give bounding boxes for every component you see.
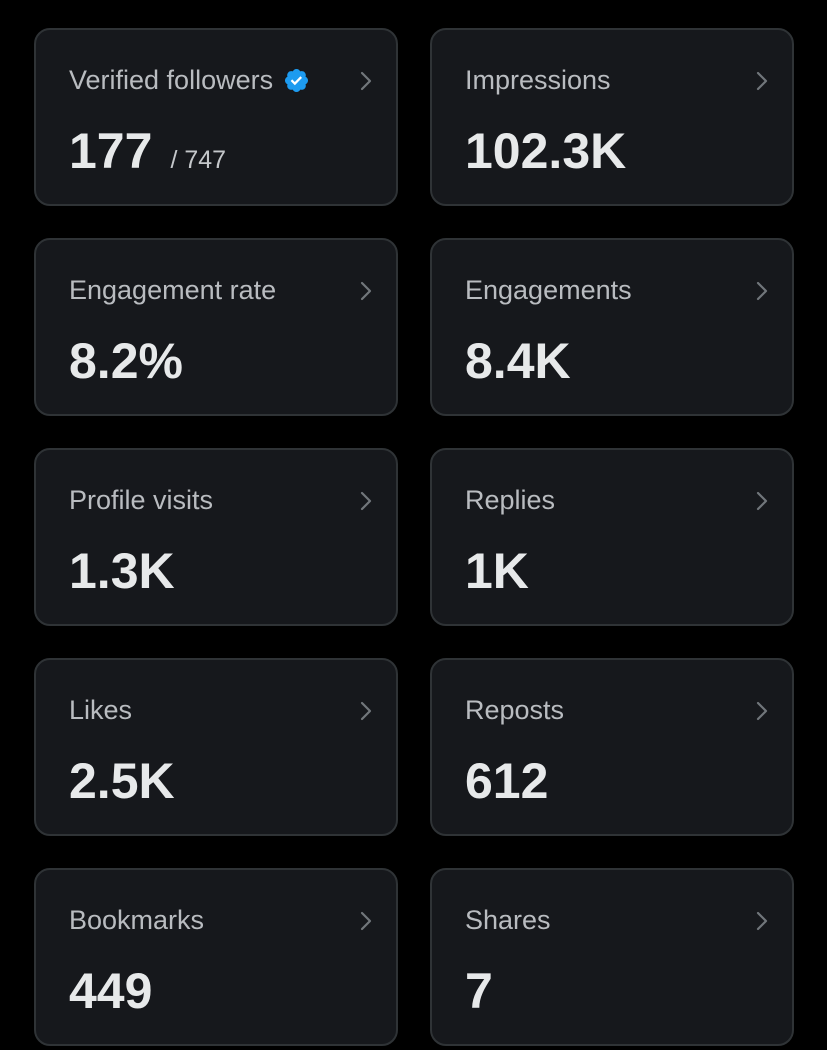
metric-value-total: / 747 [170,146,227,174]
metric-value-number: 2.5K [69,753,175,809]
chevron-right-icon [756,71,768,91]
metric-label: Engagements [465,275,632,305]
metric-title: Impressions [465,64,611,96]
metric-label: Shares [465,905,551,935]
metric-title: Likes [69,694,132,726]
metric-value: 612 [465,753,548,809]
metric-title: Profile visits [69,484,213,516]
metric-title: Bookmarks [69,904,204,936]
metric-card-reposts[interactable]: Reposts 612 [430,658,794,836]
metric-value-number: 612 [465,753,549,809]
metric-label: Verified followers [69,65,274,95]
metric-card-engagements[interactable]: Engagements 8.4K [430,238,794,416]
chevron-right-icon [756,701,768,721]
chevron-right-icon [360,71,372,91]
metric-title: Verified followers [69,64,310,96]
metric-value-number: 449 [69,963,153,1019]
metric-value: 177 / 747 [69,123,226,188]
metric-label: Replies [465,485,556,515]
metric-value-number: 1K [465,543,529,599]
metric-label: Bookmarks [69,905,205,935]
metric-value: 1.3K [69,543,175,599]
metric-title: Replies [465,484,555,516]
metric-label: Engagement rate [69,275,277,305]
metric-title: Shares [465,904,551,936]
chevron-right-icon [360,701,372,721]
metric-title: Engagement rate [69,274,276,306]
verified-badge-icon [283,67,310,94]
metric-value-number: 1.3K [69,543,175,599]
metric-card-profile-visits[interactable]: Profile visits 1.3K [34,448,398,626]
metric-value: 1K [465,543,529,599]
metric-value-number: 102.3K [465,123,627,179]
metric-label: Reposts [465,695,565,725]
metric-title: Reposts [465,694,564,726]
metric-value: 2.5K [69,753,175,809]
metric-value: 7 [465,963,493,1019]
chevron-right-icon [360,911,372,931]
metric-card-engagement-rate[interactable]: Engagement rate 8.2% [34,238,398,416]
metric-value: 449 [69,963,152,1019]
metric-label: Impressions [465,65,611,95]
metric-value: 102.3K [465,123,626,179]
metric-value-number: 8.4K [465,333,571,389]
metric-label: Likes [69,695,133,725]
metric-value: 8.4K [465,333,571,389]
metric-card-likes[interactable]: Likes 2.5K [34,658,398,836]
chevron-right-icon [756,281,768,301]
metric-card-impressions[interactable]: Impressions 102.3K [430,28,794,206]
metric-card-verified-followers[interactable]: Verified followers 177 / 747 [34,28,398,206]
chevron-right-icon [360,281,372,301]
metric-value: 8.2% [69,333,183,389]
chevron-right-icon [756,491,768,511]
metric-value-number: 8.2% [69,333,183,389]
metric-value-number: 177 [69,123,153,179]
metric-label: Profile visits [69,485,214,515]
metric-value-number: 7 [465,963,493,1019]
chevron-right-icon [756,911,768,931]
metric-card-shares[interactable]: Shares 7 [430,868,794,1046]
metric-card-replies[interactable]: Replies 1K [430,448,794,626]
metric-title: Engagements [465,274,632,306]
metrics-grid: Verified followers 177 / 747 Impressions… [34,28,794,1046]
chevron-right-icon [360,491,372,511]
metric-card-bookmarks[interactable]: Bookmarks 449 [34,868,398,1046]
